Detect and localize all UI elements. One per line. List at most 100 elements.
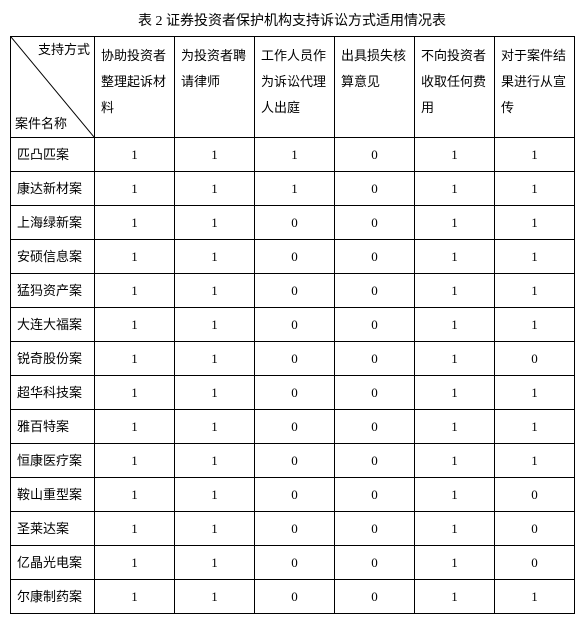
cell-value: 0 xyxy=(255,342,335,376)
table-row: 大连大福案110011 xyxy=(11,308,575,342)
cell-value: 0 xyxy=(255,240,335,274)
row-label: 上海绿新案 xyxy=(11,206,95,240)
cell-value: 0 xyxy=(335,580,415,614)
cell-value: 0 xyxy=(335,342,415,376)
cell-value: 1 xyxy=(415,138,495,172)
cell-value: 0 xyxy=(335,376,415,410)
row-label: 大连大福案 xyxy=(11,308,95,342)
cell-value: 1 xyxy=(175,478,255,512)
cell-value: 0 xyxy=(335,172,415,206)
cell-value: 1 xyxy=(175,444,255,478)
table-row: 锐奇股份案110010 xyxy=(11,342,575,376)
row-label: 匹凸匹案 xyxy=(11,138,95,172)
cell-value: 0 xyxy=(255,580,335,614)
cell-value: 1 xyxy=(415,444,495,478)
cell-value: 0 xyxy=(255,308,335,342)
row-label: 亿晶光电案 xyxy=(11,546,95,580)
table-row: 超华科技案110011 xyxy=(11,376,575,410)
row-label: 锐奇股份案 xyxy=(11,342,95,376)
cell-value: 1 xyxy=(95,376,175,410)
cell-value: 1 xyxy=(175,546,255,580)
cell-value: 0 xyxy=(335,308,415,342)
cell-value: 1 xyxy=(95,138,175,172)
cell-value: 0 xyxy=(495,512,575,546)
cell-value: 1 xyxy=(415,512,495,546)
col-header: 不向投资者收取任何费用 xyxy=(415,37,495,138)
table-body: 匹凸匹案111011康达新材案111011上海绿新案110011安硕信息案110… xyxy=(11,138,575,614)
cell-value: 1 xyxy=(175,172,255,206)
cell-value: 0 xyxy=(335,444,415,478)
cell-value: 1 xyxy=(415,240,495,274)
cell-value: 1 xyxy=(495,376,575,410)
table-row: 鞍山重型案110010 xyxy=(11,478,575,512)
cell-value: 1 xyxy=(175,342,255,376)
cell-value: 1 xyxy=(95,410,175,444)
cell-value: 1 xyxy=(95,580,175,614)
cell-value: 0 xyxy=(335,240,415,274)
row-label: 圣莱达案 xyxy=(11,512,95,546)
cell-value: 1 xyxy=(95,478,175,512)
cell-value: 0 xyxy=(335,410,415,444)
cell-value: 1 xyxy=(415,274,495,308)
diag-bottom-label: 案件名称 xyxy=(15,115,67,133)
cell-value: 1 xyxy=(175,308,255,342)
cell-value: 1 xyxy=(175,376,255,410)
col-header: 协助投资者整理起诉材料 xyxy=(95,37,175,138)
row-label: 鞍山重型案 xyxy=(11,478,95,512)
col-header: 对于案件结果进行从宣传 xyxy=(495,37,575,138)
cell-value: 0 xyxy=(255,206,335,240)
cell-value: 1 xyxy=(95,546,175,580)
cell-value: 1 xyxy=(495,274,575,308)
row-label: 雅百特案 xyxy=(11,410,95,444)
cell-value: 0 xyxy=(495,478,575,512)
cell-value: 1 xyxy=(415,410,495,444)
row-label: 超华科技案 xyxy=(11,376,95,410)
cell-value: 1 xyxy=(95,172,175,206)
row-label: 安硕信息案 xyxy=(11,240,95,274)
cell-value: 0 xyxy=(495,342,575,376)
row-label: 猛犸资产案 xyxy=(11,274,95,308)
cell-value: 1 xyxy=(415,478,495,512)
cell-value: 1 xyxy=(495,580,575,614)
row-label: 恒康医疗案 xyxy=(11,444,95,478)
cell-value: 1 xyxy=(495,206,575,240)
data-table: 支持方式 案件名称 协助投资者整理起诉材料 为投资者聘请律师 工作人员作为诉讼代… xyxy=(10,36,575,614)
cell-value: 1 xyxy=(175,240,255,274)
cell-value: 1 xyxy=(415,172,495,206)
cell-value: 0 xyxy=(255,444,335,478)
cell-value: 1 xyxy=(495,444,575,478)
row-label: 康达新材案 xyxy=(11,172,95,206)
cell-value: 1 xyxy=(495,308,575,342)
table-row: 猛犸资产案110011 xyxy=(11,274,575,308)
cell-value: 1 xyxy=(415,308,495,342)
cell-value: 0 xyxy=(495,546,575,580)
cell-value: 1 xyxy=(255,138,335,172)
cell-value: 1 xyxy=(175,410,255,444)
header-row: 支持方式 案件名称 协助投资者整理起诉材料 为投资者聘请律师 工作人员作为诉讼代… xyxy=(11,37,575,138)
cell-value: 1 xyxy=(415,342,495,376)
diag-top-label: 支持方式 xyxy=(38,41,90,59)
col-header: 工作人员作为诉讼代理人出庭 xyxy=(255,37,335,138)
cell-value: 1 xyxy=(95,512,175,546)
table-row: 上海绿新案110011 xyxy=(11,206,575,240)
cell-value: 1 xyxy=(95,240,175,274)
row-label: 尔康制药案 xyxy=(11,580,95,614)
diag-header-cell: 支持方式 案件名称 xyxy=(11,37,95,138)
table-row: 尔康制药案110011 xyxy=(11,580,575,614)
cell-value: 1 xyxy=(95,342,175,376)
cell-value: 1 xyxy=(95,308,175,342)
cell-value: 0 xyxy=(255,376,335,410)
cell-value: 1 xyxy=(175,206,255,240)
cell-value: 0 xyxy=(335,138,415,172)
col-header: 为投资者聘请律师 xyxy=(175,37,255,138)
cell-value: 1 xyxy=(415,546,495,580)
cell-value: 0 xyxy=(335,512,415,546)
table-title: 表 2 证券投资者保护机构支持诉讼方式适用情况表 xyxy=(10,10,574,30)
cell-value: 1 xyxy=(175,274,255,308)
table-row: 康达新材案111011 xyxy=(11,172,575,206)
cell-value: 1 xyxy=(175,138,255,172)
cell-value: 1 xyxy=(495,172,575,206)
table-row: 恒康医疗案110011 xyxy=(11,444,575,478)
col-header: 出具损失核算意见 xyxy=(335,37,415,138)
table-row: 圣莱达案110010 xyxy=(11,512,575,546)
